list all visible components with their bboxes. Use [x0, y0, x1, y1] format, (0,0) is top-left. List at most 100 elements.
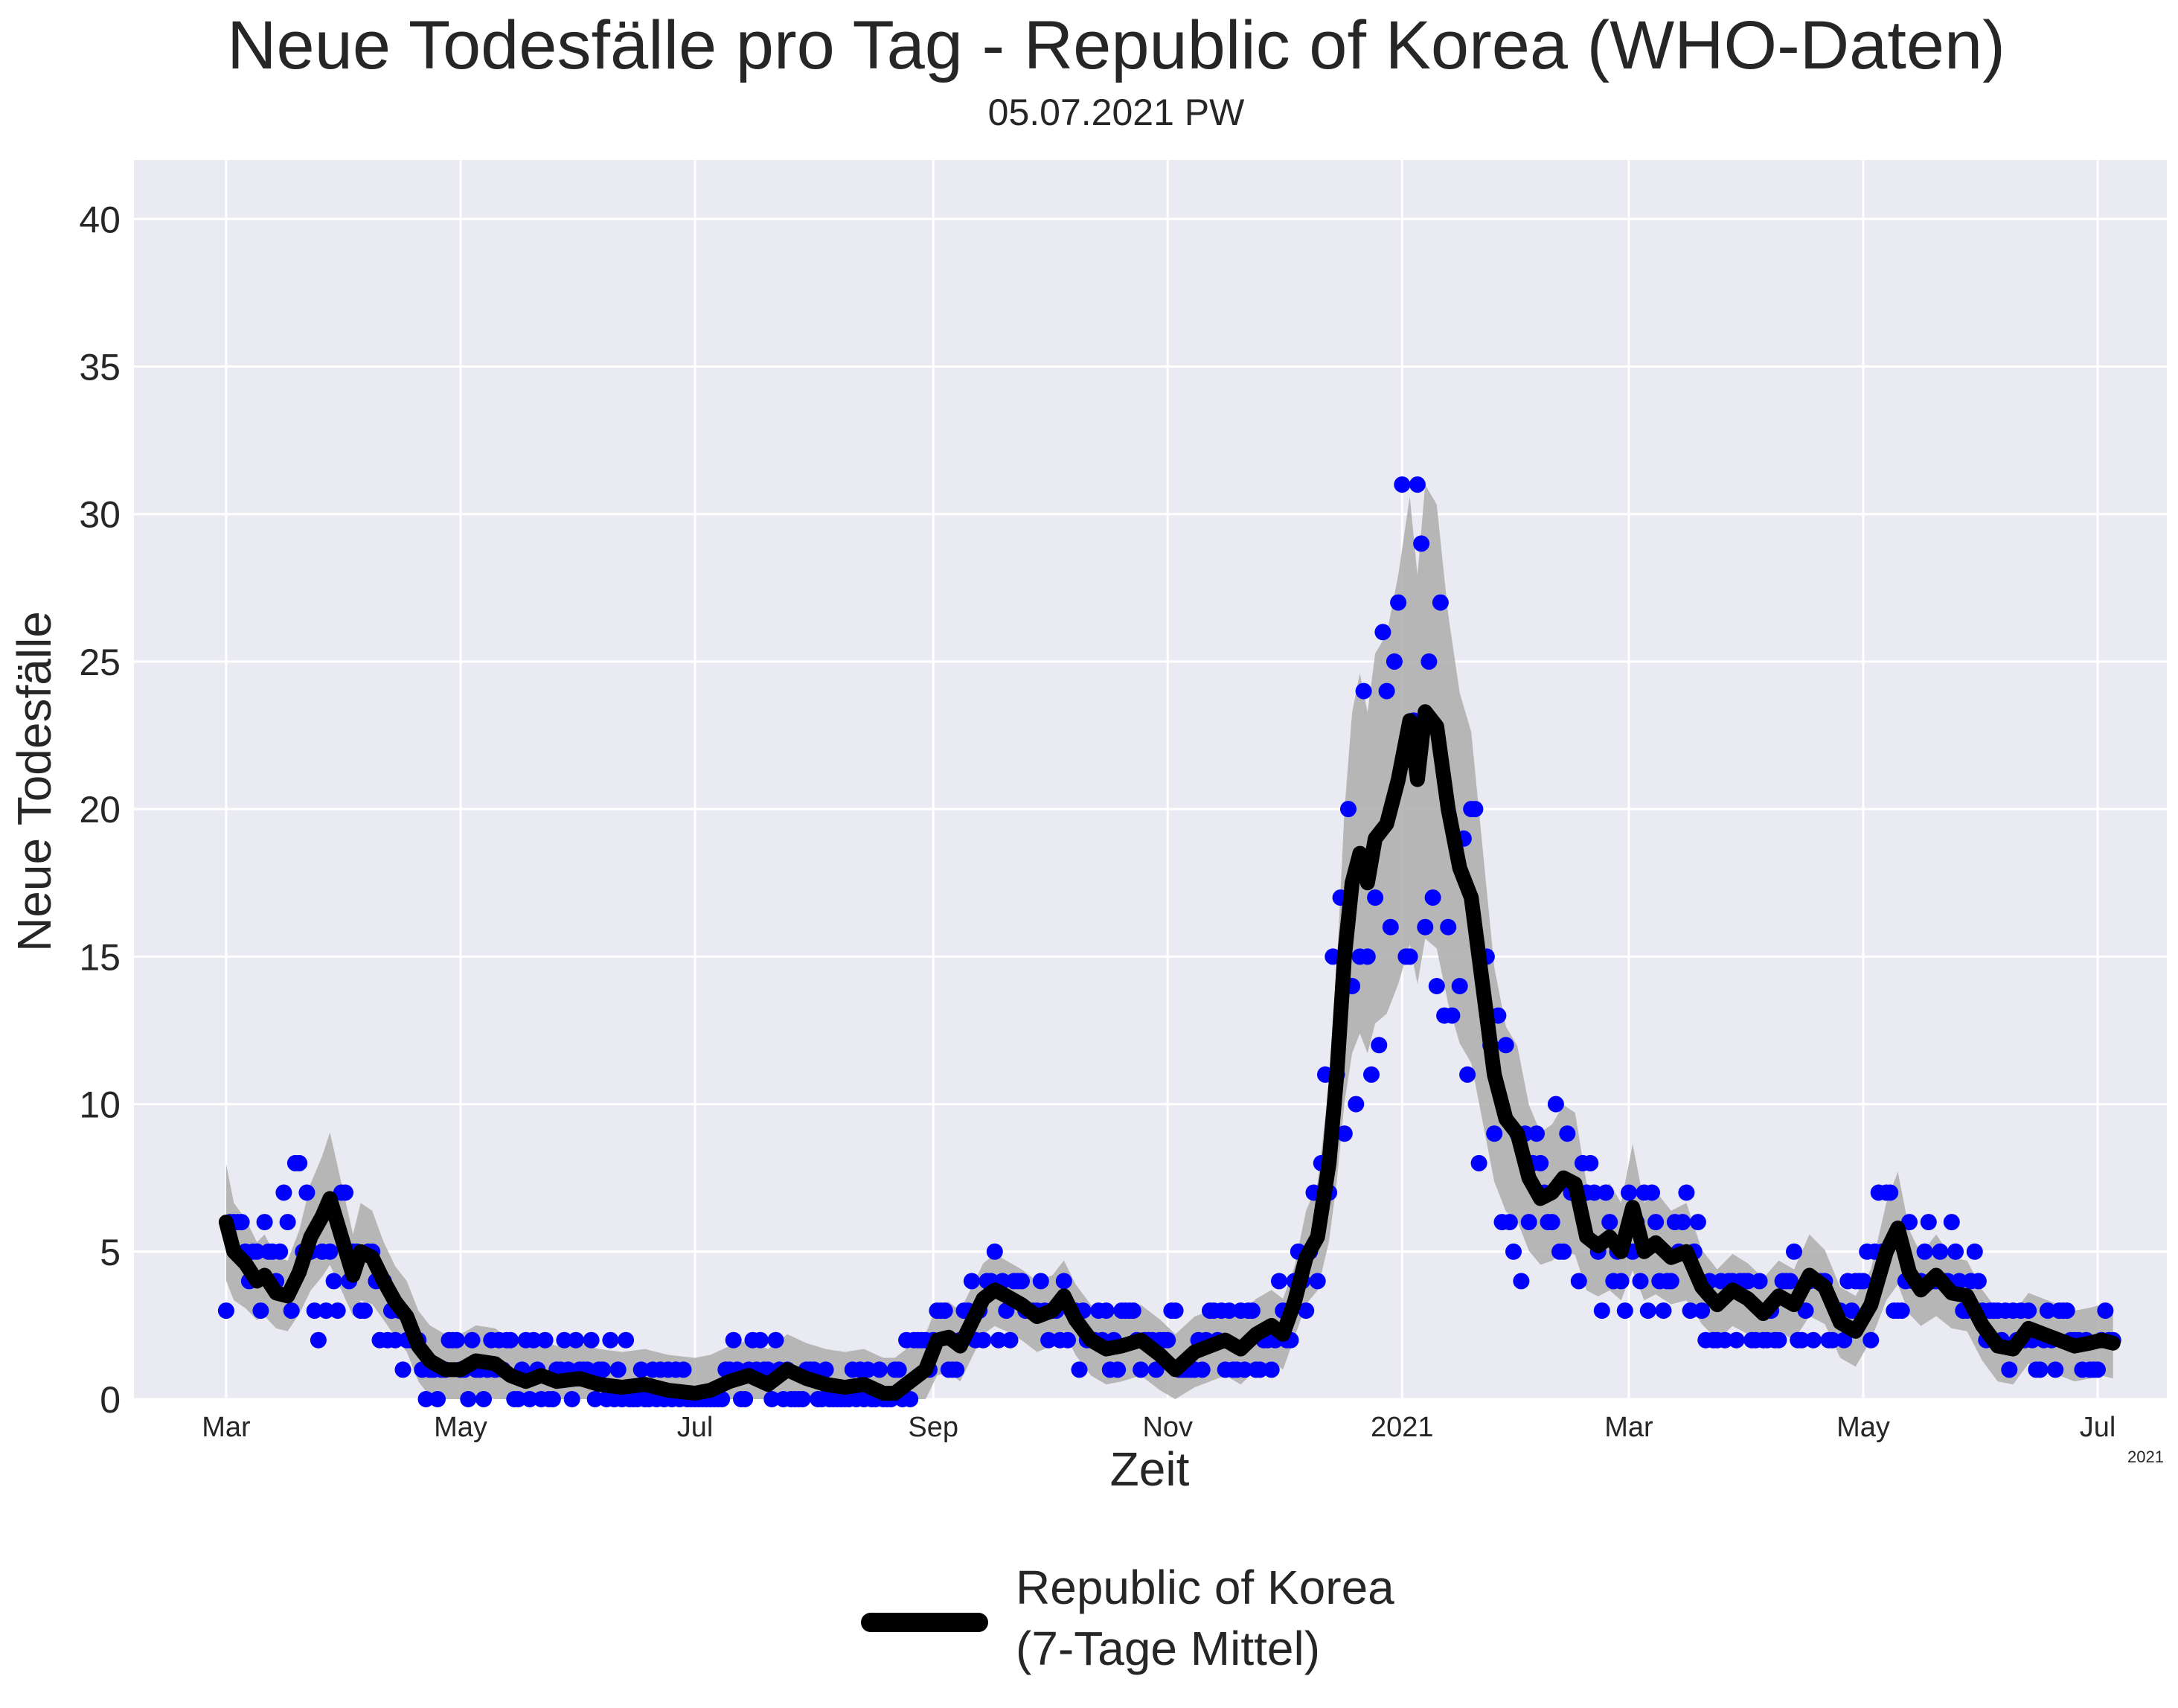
daily-point-311: [1413, 535, 1430, 552]
daily-point-450: [1947, 1243, 1964, 1260]
y-tick-label-1: 5: [100, 1232, 121, 1273]
daily-point-90: [563, 1391, 580, 1407]
daily-point-359: [1598, 1184, 1614, 1201]
daily-point-299: [1367, 889, 1384, 906]
daily-point-76: [510, 1391, 527, 1407]
daily-point-411: [1797, 1302, 1814, 1320]
daily-point-305: [1390, 594, 1407, 611]
daily-point-308: [1401, 948, 1418, 965]
daily-point-368: [1632, 1273, 1649, 1290]
daily-point-187: [936, 1302, 953, 1320]
daily-point-372: [1647, 1214, 1665, 1231]
daily-point-438: [1901, 1214, 1918, 1231]
daily-point-83: [537, 1331, 554, 1349]
daily-point-316: [1432, 594, 1449, 611]
daily-point-245: [1159, 1331, 1176, 1349]
daily-point-312: [1417, 918, 1434, 935]
daily-point-390: [1717, 1331, 1734, 1349]
daily-point-64: [464, 1331, 481, 1349]
daily-point-304: [1386, 653, 1403, 670]
daily-point-297: [1359, 948, 1376, 965]
x-tick-label-4: Nov: [1142, 1412, 1193, 1443]
daily-point-442: [1916, 1243, 1933, 1260]
daily-point-96: [586, 1391, 603, 1407]
daily-point-376: [1662, 1273, 1679, 1290]
daily-point-443: [1920, 1214, 1937, 1231]
daily-point-472: [2031, 1361, 2049, 1378]
daily-point-455: [1966, 1243, 1983, 1260]
daily-point-200: [986, 1243, 1003, 1260]
daily-point-156: [817, 1361, 834, 1378]
daily-point-413: [1804, 1331, 1822, 1349]
daily-point-46: [394, 1361, 411, 1378]
daily-point-274: [1271, 1273, 1287, 1290]
plot-area: [134, 160, 2167, 1399]
daily-point-28: [325, 1273, 342, 1290]
y-tick-label-7: 35: [79, 347, 121, 388]
y-tick-label-8: 40: [79, 199, 121, 240]
x-axis-label: Zeit: [1110, 1442, 1190, 1496]
y-axis-label: Neue Todesfälle: [7, 611, 61, 952]
daily-point-410: [1793, 1331, 1810, 1349]
daily-point-476: [2047, 1361, 2064, 1378]
y-tick-label-0: 0: [100, 1379, 121, 1421]
daily-point-335: [1505, 1243, 1522, 1260]
daily-point-63: [460, 1391, 477, 1407]
daily-point-396: [1740, 1273, 1757, 1290]
daily-point-292: [1340, 801, 1357, 818]
x-tick-label-5: 2021: [1371, 1412, 1434, 1443]
daily-point-135: [737, 1391, 754, 1407]
daily-point-489: [2097, 1302, 2114, 1320]
daily-point-100: [602, 1331, 619, 1349]
daily-point-358: [1593, 1302, 1610, 1320]
daily-point-333: [1497, 1037, 1514, 1054]
daily-point-10: [256, 1214, 273, 1231]
daily-point-380: [1678, 1184, 1695, 1201]
daily-point-384: [1694, 1302, 1711, 1320]
daily-point-95: [583, 1331, 600, 1349]
x-tick-label-8: Jul: [2080, 1412, 2116, 1443]
daily-point-428: [1862, 1331, 1880, 1349]
daily-point-8: [249, 1243, 266, 1260]
daily-point-404: [1770, 1331, 1787, 1349]
daily-point-326: [1470, 1154, 1487, 1171]
daily-point-371: [1644, 1184, 1660, 1201]
daily-point-29: [329, 1302, 346, 1320]
daily-point-446: [1932, 1243, 1949, 1260]
daily-point-294: [1348, 1096, 1365, 1113]
daily-point-129: [714, 1391, 731, 1407]
daily-point-204: [1002, 1331, 1019, 1349]
x-tick-label-2: Jul: [677, 1412, 714, 1443]
daily-point-67: [475, 1391, 492, 1407]
daily-point-356: [1586, 1184, 1603, 1201]
daily-point-9: [252, 1302, 269, 1320]
daily-point-334: [1501, 1214, 1518, 1231]
daily-point-272: [1263, 1361, 1280, 1378]
daily-point-143: [767, 1331, 784, 1349]
daily-point-325: [1467, 801, 1484, 818]
daily-point-318: [1440, 918, 1457, 935]
daily-point-194: [963, 1273, 980, 1290]
daily-point-150: [794, 1391, 811, 1407]
daily-point-19: [291, 1154, 308, 1171]
daily-point-379: [1674, 1214, 1691, 1231]
daily-point-464: [2001, 1361, 2018, 1378]
daily-point-21: [298, 1184, 316, 1201]
daily-point-104: [618, 1331, 635, 1349]
x-tick-label-7: May: [1836, 1412, 1890, 1443]
y-tick-label-2: 10: [79, 1084, 121, 1126]
daily-point-451: [1951, 1273, 1968, 1290]
mean-line-group: [218, 704, 2121, 1401]
daily-point-364: [1616, 1302, 1633, 1320]
grid: [134, 160, 2167, 1401]
y-axis-ticks: 0 5 10 15 20 25 30 35 40: [79, 199, 121, 1421]
daily-point-26: [318, 1302, 335, 1320]
daily-point-456: [1970, 1273, 1987, 1290]
daily-point-487: [2089, 1361, 2106, 1378]
daily-point-345: [1543, 1214, 1560, 1231]
daily-point-370: [1639, 1302, 1656, 1320]
daily-point-383: [1689, 1214, 1706, 1231]
daily-point-381: [1682, 1302, 1699, 1320]
daily-point-337: [1513, 1273, 1530, 1290]
